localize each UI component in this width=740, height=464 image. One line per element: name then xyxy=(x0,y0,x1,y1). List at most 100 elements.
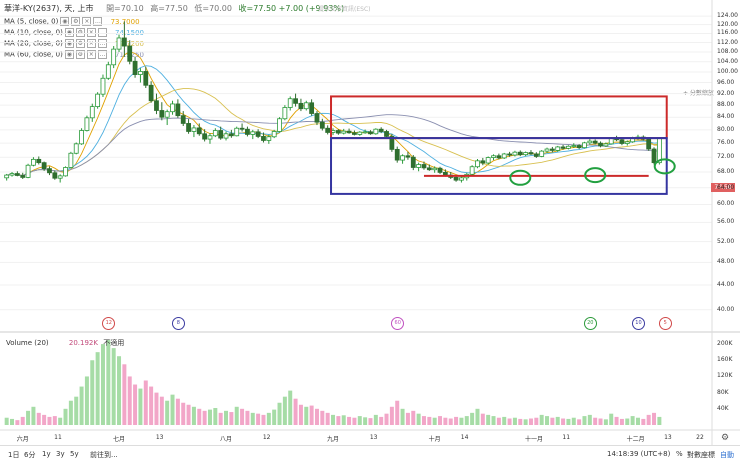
volume-bar xyxy=(15,420,20,425)
period-3y[interactable]: 3y xyxy=(56,450,65,458)
ma-5-value: 73.7000 xyxy=(110,17,140,26)
price-tick-label: 76.00 xyxy=(717,139,735,147)
more-icon[interactable]: … xyxy=(97,50,107,59)
candle-body xyxy=(491,155,496,158)
settings-icon[interactable]: ⚙ xyxy=(71,17,81,26)
more-icon[interactable]: … xyxy=(93,17,103,26)
period-1d[interactable]: 1日 xyxy=(8,451,20,459)
candle-body xyxy=(68,152,74,168)
price-tick-label: 60.00 xyxy=(717,200,735,208)
candle-body xyxy=(598,142,603,147)
volume-bar xyxy=(614,416,619,425)
volume-bar xyxy=(598,418,603,425)
period-1y[interactable]: 1y xyxy=(42,450,51,458)
log-toggle[interactable]: 對數座標 xyxy=(687,451,715,459)
time-tick-label: 十一月 xyxy=(524,436,543,443)
close-icon[interactable]: × xyxy=(86,50,96,59)
highlight-circle xyxy=(509,169,532,186)
period-6m[interactable]: 6分 xyxy=(24,451,36,459)
eye-icon[interactable]: ◉ xyxy=(64,50,74,59)
volume-bar xyxy=(587,414,592,425)
event-marker[interactable]: 10 xyxy=(631,317,645,330)
volume-tick-label: 80K xyxy=(717,388,729,396)
volume-bar xyxy=(20,416,25,425)
settings-icon[interactable]: ⚙ xyxy=(75,39,85,48)
candle-body xyxy=(544,148,550,152)
settings-icon[interactable]: ⚙ xyxy=(75,50,85,59)
volume-bar xyxy=(384,413,389,425)
time-tick-label: 11 xyxy=(562,434,571,441)
goto-button[interactable]: 前往到... xyxy=(90,451,118,459)
candle-body xyxy=(36,158,42,164)
candle-body xyxy=(41,162,47,170)
close-icon[interactable]: × xyxy=(86,28,96,37)
volume-bar xyxy=(357,416,362,425)
gear-icon[interactable]: ⚙ xyxy=(721,433,730,443)
more-icon[interactable]: … xyxy=(97,39,107,48)
eye-icon[interactable]: ◉ xyxy=(60,17,70,26)
volume-bar xyxy=(10,418,15,425)
candle-body xyxy=(52,172,58,179)
candle-body xyxy=(587,140,593,144)
candle-body xyxy=(314,113,320,123)
candle-body xyxy=(512,151,518,156)
candle-body xyxy=(180,115,186,124)
ma-5-row[interactable]: MA (5, close, 0) ◉ ⚙ ×… 73.7000 xyxy=(4,17,140,26)
volume-bar xyxy=(400,408,405,425)
time-tick-label: 十月 xyxy=(428,436,441,443)
settings-icon[interactable]: ⚙ xyxy=(75,28,85,37)
close-icon[interactable]: × xyxy=(82,17,92,26)
candle-body xyxy=(335,130,341,134)
symbol-title[interactable]: 華洋-KY(2637), 天, 上市 xyxy=(4,4,94,13)
volume-bar xyxy=(90,360,95,425)
candle-body xyxy=(421,164,427,169)
event-marker[interactable]: 60 xyxy=(391,317,405,330)
time-tick-label: 九月 xyxy=(327,436,340,443)
volume-bar xyxy=(454,416,459,425)
volume-bar xyxy=(507,418,512,425)
percent-toggle[interactable]: % xyxy=(676,450,683,458)
event-marker[interactable]: 5 xyxy=(658,317,672,330)
candle-body xyxy=(319,121,325,129)
candle-body xyxy=(175,103,181,117)
event-marker[interactable]: 20 xyxy=(583,317,597,330)
candle-body xyxy=(646,138,652,150)
auto-toggle[interactable]: 自動 xyxy=(720,451,734,459)
eye-icon[interactable]: ◉ xyxy=(64,28,74,37)
volume-bar xyxy=(405,412,410,425)
volume-bar xyxy=(561,418,566,425)
price-tick-label: 96.00 xyxy=(717,78,735,86)
period-5y[interactable]: 5y xyxy=(70,450,79,458)
more-icon[interactable]: … xyxy=(97,28,107,37)
eye-icon[interactable]: ◉ xyxy=(64,39,74,48)
volume-bar xyxy=(240,408,245,425)
volume-bar xyxy=(571,417,576,425)
volume-bar xyxy=(512,417,517,425)
volume-tick-label: 160K xyxy=(717,356,733,364)
candle-body xyxy=(582,142,587,149)
candle-body xyxy=(368,131,373,135)
volume-bar xyxy=(224,410,229,425)
volume-bar xyxy=(545,416,550,425)
volume-bar xyxy=(603,419,608,425)
event-marker[interactable]: 8 xyxy=(171,317,185,330)
candle-body xyxy=(73,143,79,154)
ma-10-row[interactable]: MA (10, close, 0) ◉ ⚙ ×… 74.1500 xyxy=(4,28,144,37)
time-tick-label: 13 xyxy=(664,434,672,441)
candle-body xyxy=(196,127,202,135)
time-tick-label: 七月 xyxy=(113,436,126,443)
volume-bar xyxy=(68,400,73,425)
candle-body xyxy=(234,127,240,137)
annotation-box xyxy=(330,137,668,195)
volume-bar xyxy=(122,364,127,425)
candle-body xyxy=(309,102,315,114)
candle-body xyxy=(555,146,561,151)
close-icon[interactable]: × xyxy=(86,39,96,48)
price-tick-label: 68.00 xyxy=(717,168,735,176)
time-tick-label: 22 xyxy=(696,434,704,441)
volume-bar xyxy=(197,408,202,425)
candle-body xyxy=(485,157,491,164)
volume-bar xyxy=(138,388,143,425)
event-marker[interactable]: 12 xyxy=(102,317,116,330)
